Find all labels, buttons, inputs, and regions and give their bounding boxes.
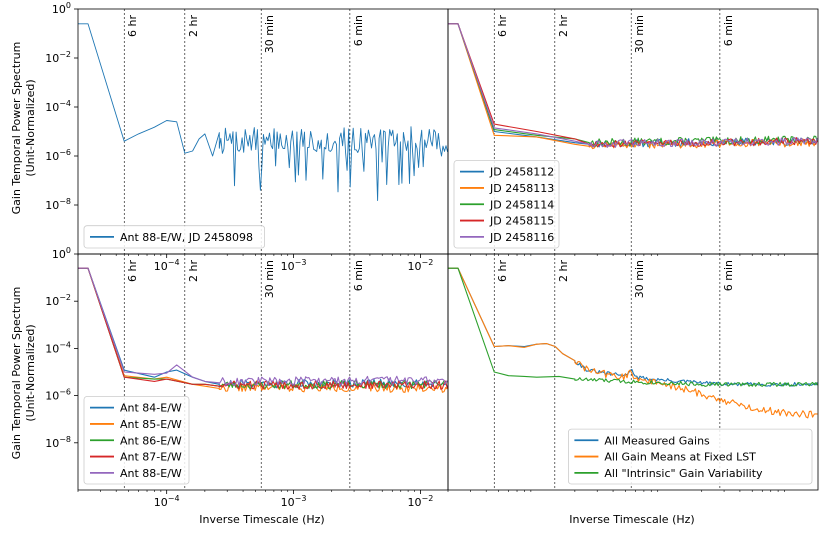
legend: Ant 84-E/W Ant 85-E/W Ant 86-E/W Ant 87-E/W…: [83, 396, 190, 485]
x-tick-label: 10−4: [154, 494, 180, 509]
timescale-label: 30 min: [263, 260, 276, 298]
x-tick-label: 10−2: [408, 258, 434, 273]
legend-entry: All "Intrinsic" Gain Variability: [604, 467, 763, 480]
series-group: [448, 267, 818, 419]
legend-entry: All Gain Means at Fixed LST: [604, 451, 756, 464]
x-tick-label: 10−2: [408, 494, 434, 509]
legend-box: [453, 160, 560, 249]
y-tick-label: 10−8: [45, 197, 71, 212]
legend-entry: JD 2458114: [489, 198, 554, 211]
timescale-label: 30 min: [263, 15, 276, 53]
y-axis-label-top: Gain Temporal Power Spectrum: [10, 42, 23, 215]
legend-entry: Ant 85-E/W: [120, 418, 182, 431]
timescale-label: 6 min: [722, 260, 735, 291]
legend-entry: Ant 88-E/W: [120, 467, 182, 480]
y-axis-sublabel-top: (Unit-Normalized): [24, 79, 37, 176]
series-line: [448, 23, 818, 148]
legend-entry: Ant 86-E/W: [120, 434, 182, 447]
timescale-label: 6 min: [352, 260, 365, 291]
legend-box: [83, 225, 266, 249]
y-tick-label: 10−8: [45, 435, 71, 450]
x-axis-label-right: Inverse Timescale (Hz): [569, 513, 694, 526]
y-tick-label: 100: [52, 246, 71, 261]
series-line: [78, 267, 448, 387]
y-axis-label-bottom: Gain Temporal Power Spectrum: [10, 287, 23, 460]
timescale-label: 2 hr: [557, 260, 570, 282]
y-tick-label: 10−4: [45, 99, 71, 114]
series-line: [78, 267, 448, 390]
y-tick-label: 10−2: [45, 293, 71, 308]
legend-box: [568, 428, 813, 485]
legend-entry: Ant 87-E/W: [120, 451, 182, 464]
x-tick-label: 10−4: [154, 258, 180, 273]
timescale-label: 6 hr: [496, 260, 509, 282]
y-axis-sublabel-bottom: (Unit-Normalized): [24, 324, 37, 421]
legend-entry: Ant 84-E/W: [120, 402, 182, 415]
panel-bottom-left: 6 hr 2 hr 30 min 6 min 10−4 10−3 10−2 100 10−2 10…: [45, 246, 449, 509]
series-group: [78, 267, 448, 393]
x-tick-label: 10−3: [281, 494, 307, 509]
legend-entry: JD 2458116: [489, 231, 554, 244]
timescale-label: 6 hr: [126, 260, 139, 282]
timescale-label: 30 min: [633, 260, 646, 298]
series-line: [448, 23, 818, 148]
legend-entry: Ant 88-E/W, JD 2458098: [120, 231, 253, 244]
legend-entry: JD 2458115: [489, 215, 554, 228]
legend-entry: JD 2458112: [489, 166, 554, 179]
timescale-label: 6 min: [352, 15, 365, 46]
timescale-label: 2 hr: [557, 15, 570, 37]
timescale-label: 6 min: [722, 15, 735, 46]
series-line: [78, 23, 448, 201]
legend-entry: JD 2458113: [489, 182, 554, 195]
timescale-label: 2 hr: [187, 15, 200, 37]
legend-box: [83, 396, 190, 485]
x-tick-label: 10−3: [281, 258, 307, 273]
timescale-label: 6 hr: [126, 15, 139, 37]
series-line: [448, 267, 818, 387]
y-tick-label: 10−4: [45, 340, 71, 355]
series-line: [448, 267, 818, 419]
legend: All Measured Gains All Gain Means at Fixe…: [568, 428, 813, 485]
timescale-label: 2 hr: [187, 260, 200, 282]
y-tick-label: 100: [52, 1, 71, 16]
timescale-label: 6 hr: [496, 15, 509, 37]
x-axis-label-left: Inverse Timescale (Hz): [199, 513, 324, 526]
legend-entry: All Measured Gains: [604, 434, 710, 447]
axes-frame: [447, 253, 819, 491]
y-tick-label: 10−6: [45, 148, 71, 163]
series-group: [448, 23, 818, 150]
y-tick-label: 10−2: [45, 50, 71, 65]
legend: Ant 88-E/W, JD 2458098: [83, 225, 266, 249]
series-line: [448, 267, 818, 387]
y-tick-label: 10−6: [45, 388, 71, 403]
series-group: [78, 23, 448, 201]
legend: JD 2458112 JD 2458113 JD 2458114 JD 2458115…: [453, 160, 560, 249]
timescale-label: 30 min: [633, 15, 646, 53]
